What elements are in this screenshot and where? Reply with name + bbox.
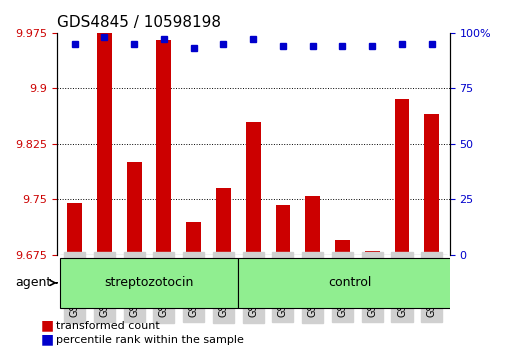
Bar <box>97 33 112 255</box>
Text: ■: ■ <box>40 318 54 332</box>
Text: control: control <box>328 276 371 289</box>
Bar <box>156 40 171 255</box>
Text: ■: ■ <box>40 332 54 346</box>
Bar <box>364 251 379 255</box>
Bar <box>186 222 200 255</box>
Text: GDS4845 / 10598198: GDS4845 / 10598198 <box>57 15 220 30</box>
Bar <box>126 162 141 255</box>
Bar <box>245 121 260 255</box>
Bar <box>305 196 320 255</box>
Bar <box>334 240 349 255</box>
Text: agent: agent <box>15 276 57 289</box>
Text: percentile rank within the sample: percentile rank within the sample <box>56 335 243 346</box>
Bar <box>275 205 290 255</box>
Bar <box>394 99 409 255</box>
Bar <box>424 114 438 255</box>
FancyBboxPatch shape <box>238 258 461 308</box>
Bar <box>67 203 82 255</box>
FancyBboxPatch shape <box>60 258 238 308</box>
Bar <box>216 188 230 255</box>
Text: transformed count: transformed count <box>56 321 159 331</box>
Text: streptozotocin: streptozotocin <box>104 276 193 289</box>
